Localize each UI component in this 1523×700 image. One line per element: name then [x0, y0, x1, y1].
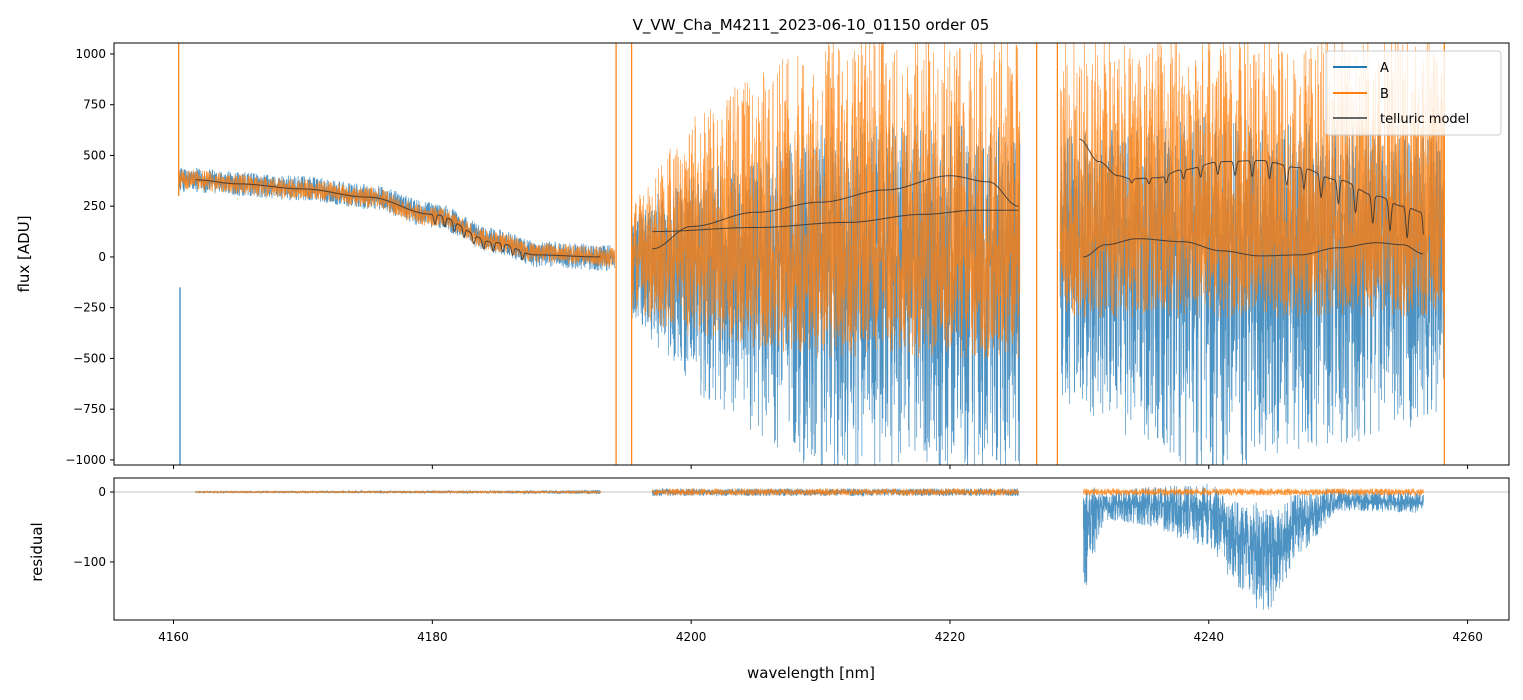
xtick-label: 4240 — [1194, 630, 1225, 644]
legend-label-telluric: telluric model — [1380, 112, 1469, 127]
xtick-label: 4180 — [417, 630, 448, 644]
xtick-label: 4220 — [935, 630, 966, 644]
legend-label-b: B — [1380, 87, 1389, 102]
top-ytick-label: 1000 — [75, 47, 106, 61]
top-ytick-label: −1000 — [65, 453, 106, 467]
telluric-model-curve-3 — [1079, 138, 1424, 239]
residual-axes-frame — [113, 477, 1510, 621]
top-ytick-label: −250 — [73, 301, 106, 315]
telluric-model-curve-4 — [1083, 238, 1424, 258]
top-ytick-label: 250 — [83, 199, 106, 213]
top-ytick-label: 0 — [98, 250, 106, 264]
residual-plot-area — [114, 483, 1509, 610]
xlabel: wavelength [nm] — [747, 664, 875, 682]
series-b-line — [195, 487, 1424, 497]
top-ylabel: flux [ADU] — [15, 215, 33, 292]
top-axes-frame — [113, 42, 1510, 466]
xtick-label: 4160 — [158, 630, 189, 644]
xtick-label: 4260 — [1452, 630, 1483, 644]
top-plot-area — [178, 43, 1445, 465]
residual-ytick-label: −100 — [73, 555, 106, 569]
top-ytick-label: 500 — [83, 148, 106, 162]
series-b-line — [178, 43, 1445, 359]
telluric-model-curve-1 — [652, 175, 1019, 250]
axes-ticks: 4160 4180 4200 4220 4240 4260 1000 750 500 250 0 −2… — [65, 47, 1482, 644]
telluric-model-curve-0 — [195, 179, 601, 261]
chart-title: V_VW_Cha_M4211_2023-06-10_01150 order 05 — [633, 16, 990, 35]
residual-ylabel: residual — [28, 522, 46, 581]
telluric-model-curve-2 — [652, 209, 1019, 233]
legend-label-a: A — [1380, 61, 1389, 76]
legend-box — [1325, 50, 1502, 136]
top-ytick-label: 750 — [83, 98, 106, 112]
residual-ytick-label: 0 — [98, 485, 106, 499]
xtick-label: 4200 — [676, 630, 707, 644]
legend: A B telluric model — [1325, 50, 1502, 136]
top-ytick-label: −500 — [73, 351, 106, 365]
top-ytick-label: −750 — [73, 402, 106, 416]
series-a-line — [195, 483, 1424, 610]
